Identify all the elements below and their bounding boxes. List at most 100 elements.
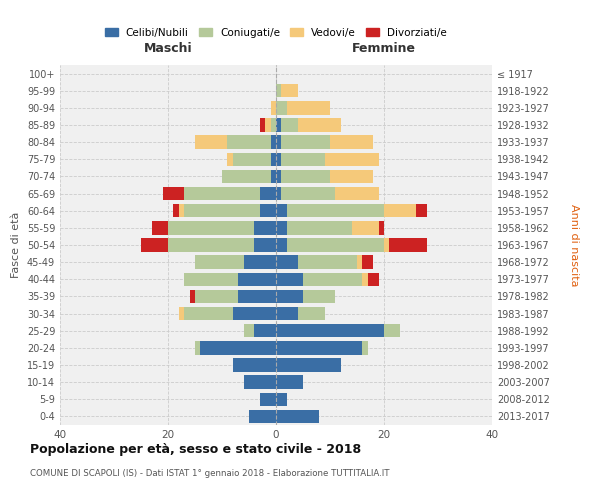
Bar [357,256,362,269]
Bar [276,256,298,269]
Bar [276,290,303,303]
Bar [330,136,373,149]
Bar [260,392,276,406]
Bar [287,101,330,114]
Bar [298,256,357,269]
Bar [163,187,184,200]
Bar [298,118,341,132]
Bar [254,238,276,252]
Bar [276,238,287,252]
Bar [276,152,281,166]
Bar [362,341,368,354]
Bar [238,290,276,303]
Bar [276,204,287,218]
Bar [195,341,200,354]
Bar [276,101,287,114]
Bar [233,358,276,372]
Bar [271,101,276,114]
Bar [287,238,384,252]
Text: Maschi: Maschi [143,42,193,54]
Bar [195,290,238,303]
Bar [287,221,352,234]
Bar [384,204,416,218]
Bar [281,136,330,149]
Bar [195,256,244,269]
Bar [276,136,281,149]
Bar [179,204,184,218]
Bar [265,118,271,132]
Bar [379,221,384,234]
Bar [238,272,276,286]
Bar [276,358,341,372]
Y-axis label: Anni di nascita: Anni di nascita [569,204,579,286]
Bar [276,272,303,286]
Bar [276,376,303,389]
Bar [260,187,276,200]
Bar [281,187,335,200]
Bar [276,341,362,354]
Bar [276,324,384,338]
Bar [200,341,276,354]
Bar [249,410,276,423]
Bar [384,238,389,252]
Bar [254,221,276,234]
Bar [173,204,179,218]
Text: Popolazione per età, sesso e stato civile - 2018: Popolazione per età, sesso e stato civil… [30,442,361,456]
Y-axis label: Fasce di età: Fasce di età [11,212,21,278]
Bar [244,376,276,389]
Bar [271,136,276,149]
Bar [276,410,319,423]
Bar [298,307,325,320]
Bar [276,170,281,183]
Bar [271,118,276,132]
Text: COMUNE DI SCAPOLI (IS) - Dati ISTAT 1° gennaio 2018 - Elaborazione TUTTITALIA.IT: COMUNE DI SCAPOLI (IS) - Dati ISTAT 1° g… [30,469,389,478]
Bar [184,187,260,200]
Bar [352,221,379,234]
Bar [276,187,281,200]
Bar [303,272,362,286]
Bar [227,136,271,149]
Bar [281,152,325,166]
Bar [184,272,238,286]
Bar [271,170,276,183]
Bar [190,290,195,303]
Bar [303,290,335,303]
Bar [330,170,373,183]
Bar [184,307,233,320]
Bar [335,187,379,200]
Bar [276,392,287,406]
Bar [233,152,271,166]
Bar [281,170,330,183]
Bar [325,152,379,166]
Bar [260,118,265,132]
Text: Femmine: Femmine [352,42,416,54]
Bar [362,256,373,269]
Bar [276,221,287,234]
Bar [227,152,233,166]
Bar [244,324,254,338]
Bar [141,238,168,252]
Bar [184,204,260,218]
Bar [271,152,276,166]
Bar [281,118,298,132]
Bar [152,221,168,234]
Bar [416,204,427,218]
Bar [287,204,384,218]
Legend: Celibi/Nubili, Coniugati/e, Vedovi/e, Divorziati/e: Celibi/Nubili, Coniugati/e, Vedovi/e, Di… [101,24,451,42]
Bar [244,256,276,269]
Bar [384,324,400,338]
Bar [362,272,368,286]
Bar [254,324,276,338]
Bar [233,307,276,320]
Bar [276,84,281,98]
Bar [276,118,281,132]
Bar [389,238,427,252]
Bar [222,170,271,183]
Bar [168,221,254,234]
Bar [276,307,298,320]
Bar [179,307,184,320]
Bar [168,238,254,252]
Bar [281,84,298,98]
Bar [368,272,379,286]
Bar [260,204,276,218]
